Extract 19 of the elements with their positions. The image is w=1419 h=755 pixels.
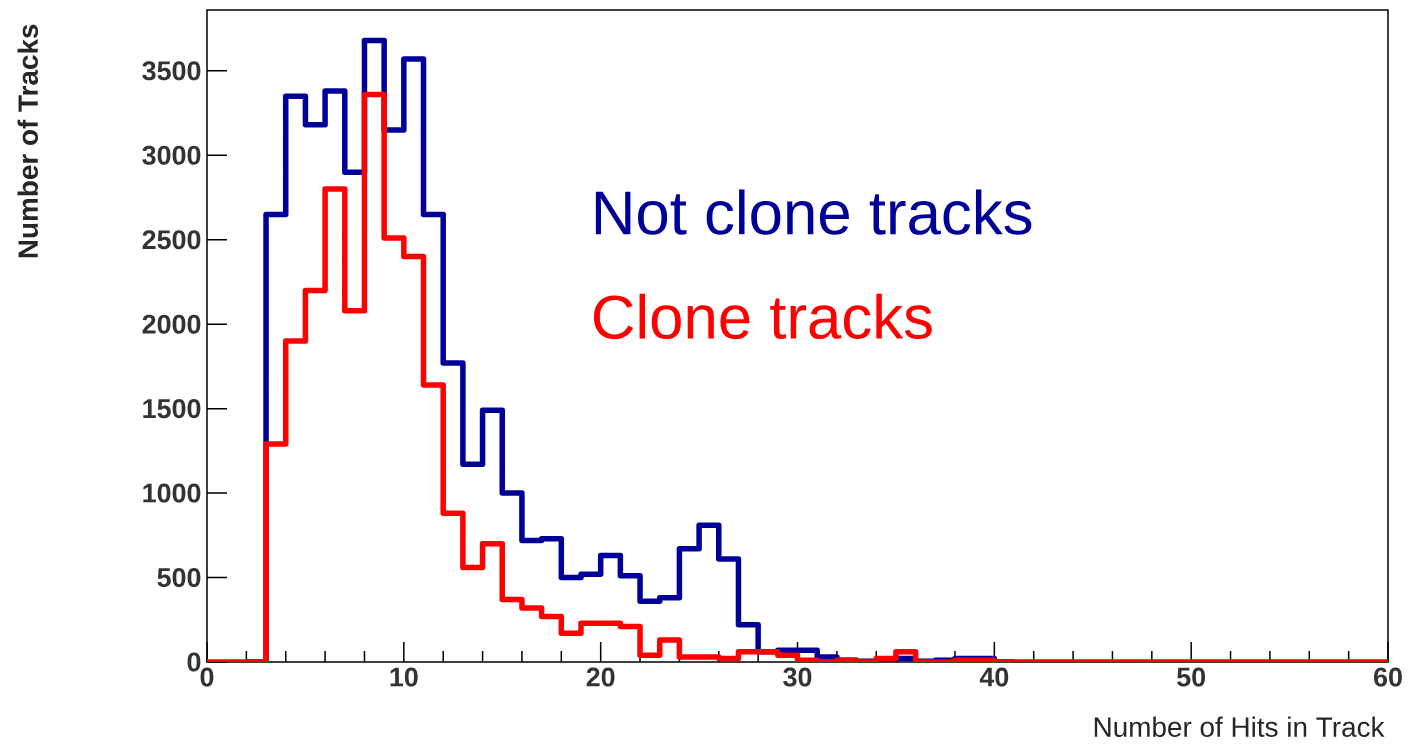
x-tick-label: 0 — [200, 667, 214, 687]
y-tick-label: 500 — [157, 568, 201, 588]
x-axis-title: Number of Hits in Track — [1094, 716, 1385, 737]
x-tick-label: 50 — [1177, 667, 1206, 687]
x-tick-label: 60 — [1374, 667, 1402, 687]
x-tick-label: 30 — [783, 667, 812, 687]
y-tick-label: 2500 — [142, 230, 201, 250]
y-tick-label: 2000 — [142, 314, 201, 334]
text: Clone tracks — [593, 293, 932, 340]
y-axis-title: Number of Tracks — [17, 24, 38, 258]
x-tick-label: 20 — [586, 667, 615, 687]
y-tick-label: 3500 — [142, 61, 201, 81]
y-tick-label: 0 — [187, 652, 201, 672]
x-tick-label: 40 — [979, 667, 1009, 687]
text: Not clone tracks — [595, 189, 1032, 235]
y-tick-label: 1000 — [143, 483, 201, 503]
y-tick-label: 1500 — [143, 399, 201, 419]
x-tick-label: 10 — [390, 667, 418, 687]
y-tick-label: 3000 — [142, 145, 201, 165]
